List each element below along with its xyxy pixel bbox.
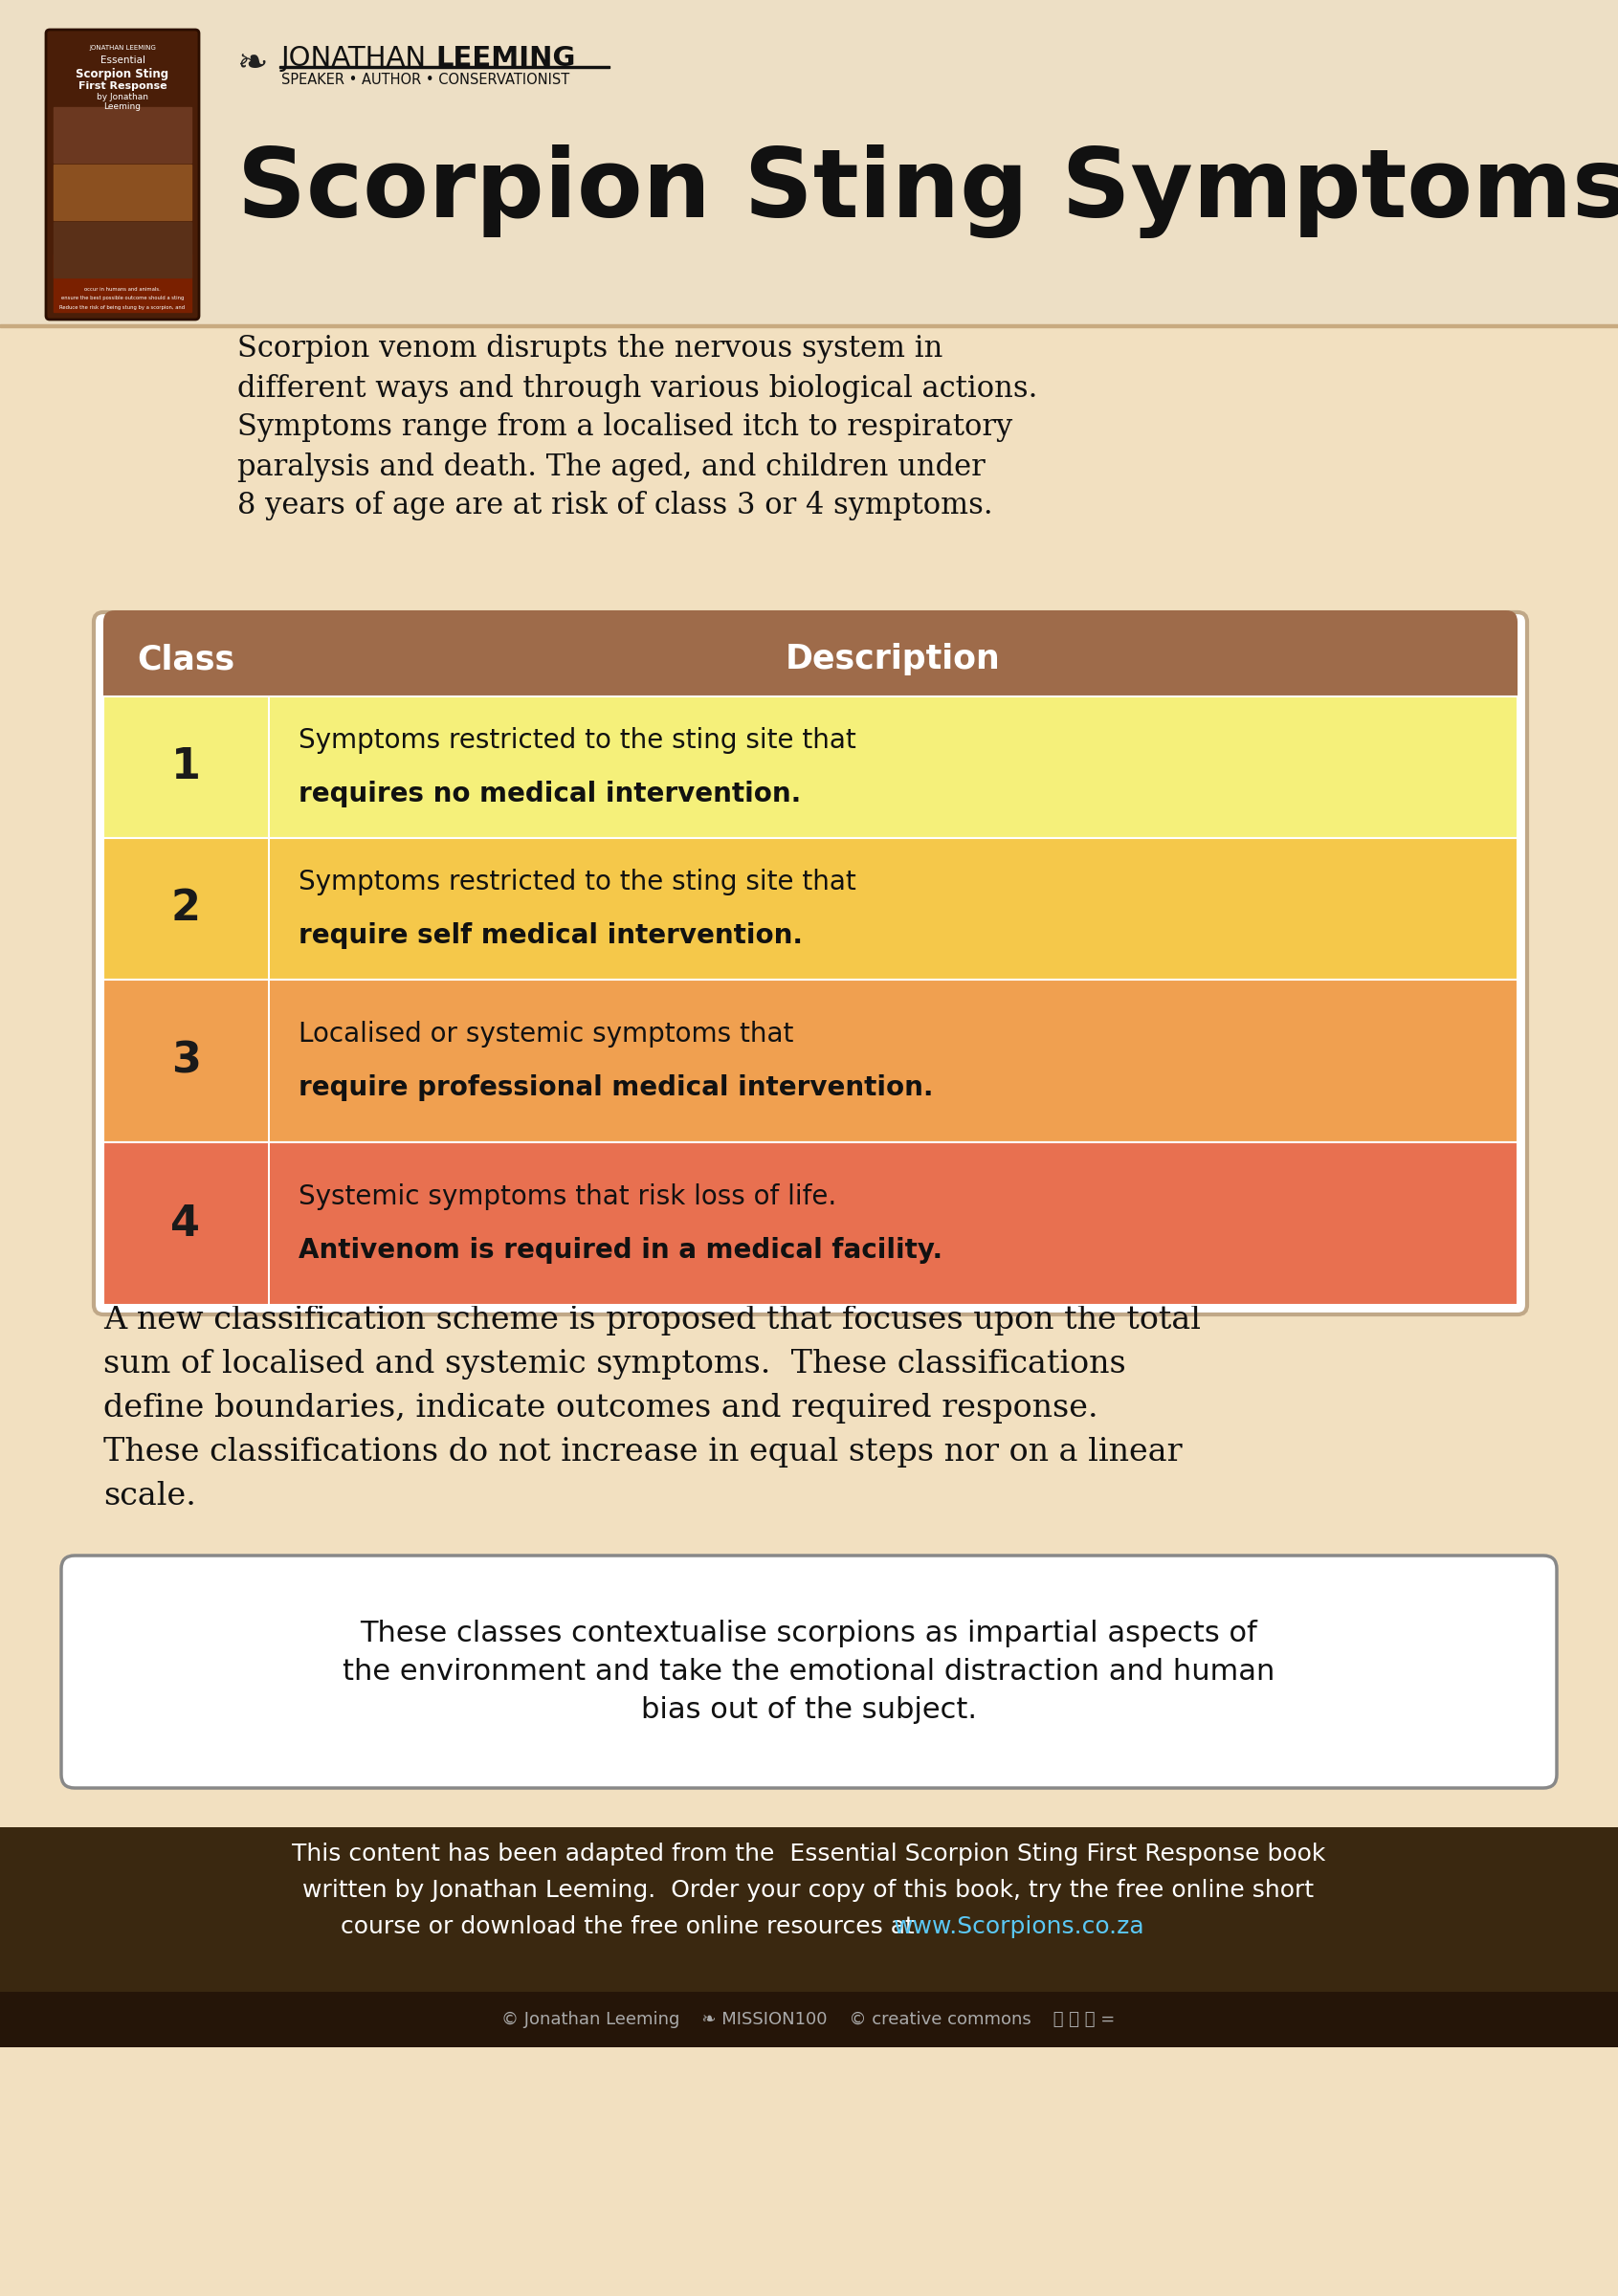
Text: LEEMING: LEEMING xyxy=(435,46,576,71)
Text: www.Scorpions.co.za: www.Scorpions.co.za xyxy=(893,1915,1144,1938)
Text: 1: 1 xyxy=(172,746,201,788)
Text: by Jonathan: by Jonathan xyxy=(97,94,149,101)
Text: define boundaries, indicate outcomes and required response.: define boundaries, indicate outcomes and… xyxy=(104,1394,1099,1424)
Text: occur in humans and animals.: occur in humans and animals. xyxy=(84,287,160,292)
Bar xyxy=(104,622,1518,696)
Text: Scorpion venom disrupts the nervous system in: Scorpion venom disrupts the nervous syst… xyxy=(238,335,943,365)
Text: JONATHAN: JONATHAN xyxy=(282,46,435,71)
Text: First Response: First Response xyxy=(78,80,167,92)
Bar xyxy=(53,223,191,278)
Text: Symptoms restricted to the sting site that: Symptoms restricted to the sting site th… xyxy=(299,868,856,895)
FancyBboxPatch shape xyxy=(61,1557,1557,1789)
Text: 4: 4 xyxy=(172,1203,201,1244)
Bar xyxy=(0,1828,1618,2048)
Text: Localised or systemic symptoms that: Localised or systemic symptoms that xyxy=(299,1022,793,1047)
Text: Scorpion Sting: Scorpion Sting xyxy=(76,67,168,80)
FancyBboxPatch shape xyxy=(94,613,1527,1313)
Text: paralysis and death. The aged, and children under: paralysis and death. The aged, and child… xyxy=(238,452,985,482)
Text: requires no medical intervention.: requires no medical intervention. xyxy=(299,781,801,808)
Text: the environment and take the emotional distraction and human: the environment and take the emotional d… xyxy=(343,1658,1275,1685)
FancyBboxPatch shape xyxy=(104,611,1518,696)
Text: course or download the free online resources at: course or download the free online resou… xyxy=(341,1915,922,1938)
Bar xyxy=(269,696,270,838)
Text: JONATHAN LEEMING: JONATHAN LEEMING xyxy=(89,46,155,51)
Text: 3: 3 xyxy=(172,1040,201,1081)
Bar xyxy=(0,0,1618,326)
Bar xyxy=(0,324,1618,326)
Text: Class: Class xyxy=(138,643,235,675)
Text: A new classification scheme is proposed that focuses upon the total: A new classification scheme is proposed … xyxy=(104,1304,1201,1336)
Text: Description: Description xyxy=(785,643,1000,675)
Text: Reduce the risk of being stung by a scorpion, and: Reduce the risk of being stung by a scor… xyxy=(60,305,184,310)
Text: This content has been adapted from the  Essential Scorpion Sting First Response : This content has been adapted from the E… xyxy=(291,1841,1325,1864)
Text: written by Jonathan Leeming.  Order your copy of this book, try the free online : written by Jonathan Leeming. Order your … xyxy=(303,1878,1314,1901)
Text: These classifications do not increase in equal steps nor on a linear: These classifications do not increase in… xyxy=(104,1437,1183,1467)
Text: different ways and through various biological actions.: different ways and through various biolo… xyxy=(238,374,1037,404)
Bar xyxy=(53,165,191,220)
Text: These classes contextualise scorpions as impartial aspects of: These classes contextualise scorpions as… xyxy=(359,1619,1257,1649)
Text: bias out of the subject.: bias out of the subject. xyxy=(641,1697,976,1724)
Text: SPEAKER • AUTHOR • CONSERVATIONIST: SPEAKER • AUTHOR • CONSERVATIONIST xyxy=(282,71,570,87)
Bar xyxy=(104,980,1518,1141)
Text: ❧: ❧ xyxy=(238,46,269,83)
Bar xyxy=(53,108,191,163)
Text: Scorpion Sting Symptoms: Scorpion Sting Symptoms xyxy=(238,145,1618,239)
Text: scale.: scale. xyxy=(104,1481,196,1511)
Bar xyxy=(269,838,270,980)
Bar xyxy=(0,1991,1618,2048)
Text: Systemic symptoms that risk loss of life.: Systemic symptoms that risk loss of life… xyxy=(299,1182,837,1210)
Text: Symptoms range from a localised itch to respiratory: Symptoms range from a localised itch to … xyxy=(238,413,1013,443)
Text: Leeming: Leeming xyxy=(104,101,141,110)
Text: Essential: Essential xyxy=(100,55,146,64)
Bar xyxy=(104,1141,1518,1304)
Text: 2: 2 xyxy=(172,889,201,930)
Text: Antivenom is required in a medical facility.: Antivenom is required in a medical facil… xyxy=(299,1238,943,1263)
Text: ensure the best possible outcome should a sting: ensure the best possible outcome should … xyxy=(61,296,184,301)
Bar xyxy=(269,1141,270,1304)
Bar xyxy=(53,255,191,312)
Text: sum of localised and systemic symptoms.  These classifications: sum of localised and systemic symptoms. … xyxy=(104,1348,1126,1380)
Bar xyxy=(104,696,1518,838)
Text: 8 years of age are at risk of class 3 or 4 symptoms.: 8 years of age are at risk of class 3 or… xyxy=(238,491,993,521)
Bar xyxy=(269,980,270,1141)
Bar xyxy=(104,838,1518,980)
Text: require professional medical intervention.: require professional medical interventio… xyxy=(299,1075,934,1102)
Text: require self medical intervention.: require self medical intervention. xyxy=(299,923,803,948)
FancyBboxPatch shape xyxy=(45,30,199,319)
Text: © Jonathan Leeming    ❧ MISSION100    © creative commons    ⓘ Ⓢ Ⓢ =: © Jonathan Leeming ❧ MISSION100 © creati… xyxy=(502,2011,1115,2027)
Text: Symptoms restricted to the sting site that: Symptoms restricted to the sting site th… xyxy=(299,728,856,753)
